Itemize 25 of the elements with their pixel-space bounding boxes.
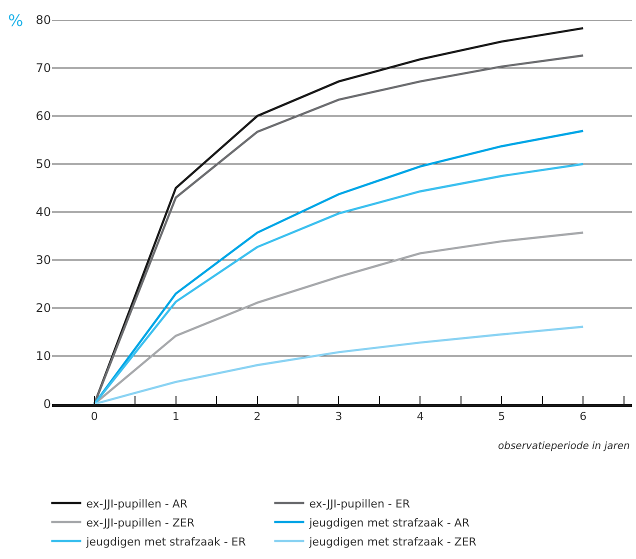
x-tick-label: 3 bbox=[335, 410, 342, 424]
legend-label: jeugdigen met strafzaak - AR bbox=[308, 516, 470, 530]
legend-label: ex-JJI-pupillen - ZER bbox=[86, 516, 195, 530]
x-tick-label: 4 bbox=[416, 410, 424, 424]
y-tick-label: 10 bbox=[36, 349, 51, 364]
legend-label: jeugdigen met strafzaak - ZER bbox=[308, 535, 477, 548]
line-series bbox=[93, 326, 584, 404]
y-tick-label: 30 bbox=[36, 253, 51, 268]
y-tick-label: 20 bbox=[36, 301, 51, 316]
legend-label: ex-JJI-pupillen - AR bbox=[86, 497, 188, 510]
x-tick-label: 0 bbox=[90, 410, 98, 424]
y-axis-title: % bbox=[8, 11, 24, 30]
y-tick-label: 80 bbox=[36, 13, 51, 28]
x-tick-label: 1 bbox=[172, 410, 180, 424]
legend-label: jeugdigen met strafzaak - ER bbox=[85, 535, 246, 548]
y-tick-label: 60 bbox=[36, 109, 51, 124]
x-axis-title: observatieperiode in jaren bbox=[498, 441, 630, 452]
y-tick-label: 70 bbox=[36, 61, 51, 76]
x-tick-label: 2 bbox=[254, 410, 261, 424]
legend-label: ex-JJI-pupillen - ER bbox=[309, 497, 410, 510]
y-tick-label: 0 bbox=[43, 397, 51, 412]
x-tick-label: 5 bbox=[498, 410, 506, 424]
y-tick-label: 40 bbox=[36, 205, 51, 220]
y-tick-label: 50 bbox=[36, 157, 51, 172]
x-tick-label: 6 bbox=[580, 410, 587, 424]
